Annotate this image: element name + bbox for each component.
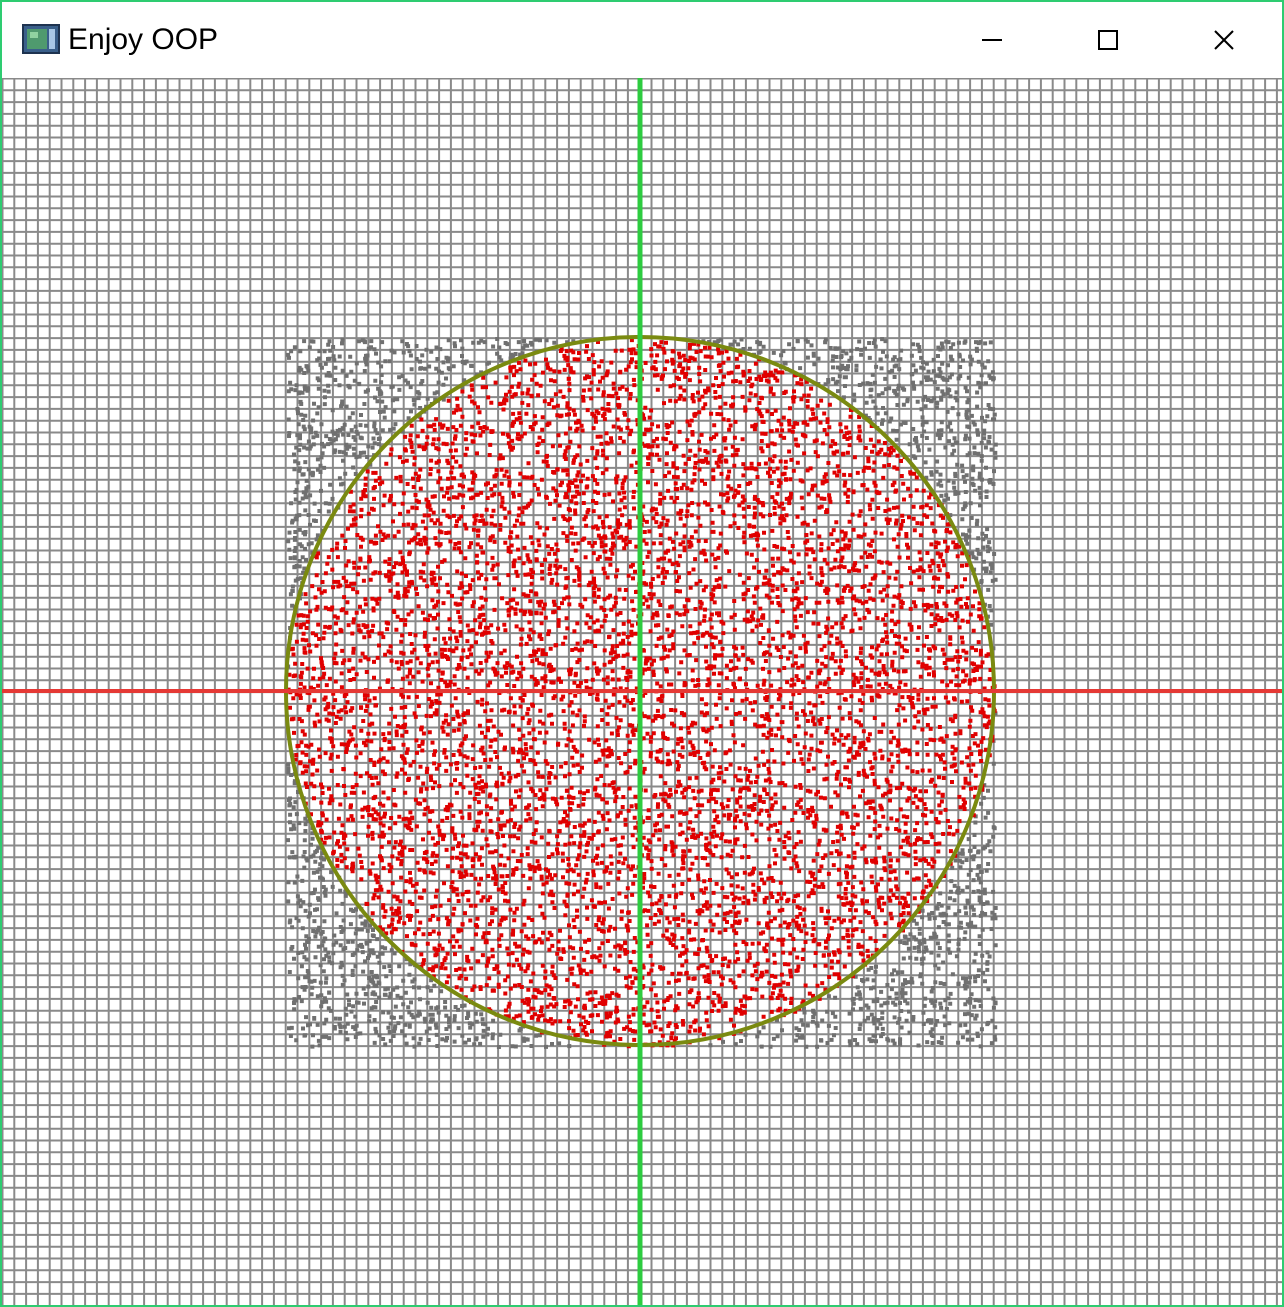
minimize-button[interactable] <box>934 2 1050 78</box>
monte-carlo-scene <box>2 78 1282 1305</box>
sample-points <box>286 337 998 1049</box>
window-title: Enjoy OOP <box>68 23 219 56</box>
maximize-button[interactable] <box>1050 2 1166 78</box>
maximize-icon <box>1098 30 1118 50</box>
close-button[interactable] <box>1166 2 1282 78</box>
drawing-canvas[interactable] <box>2 78 1282 1305</box>
points-inside-circle <box>286 338 997 1049</box>
title-bar[interactable]: Enjoy OOP <box>2 2 1282 78</box>
app-icon <box>22 24 60 54</box>
minimize-icon <box>982 39 1002 41</box>
points-outside-circle <box>286 337 998 1049</box>
close-icon <box>1214 30 1234 50</box>
